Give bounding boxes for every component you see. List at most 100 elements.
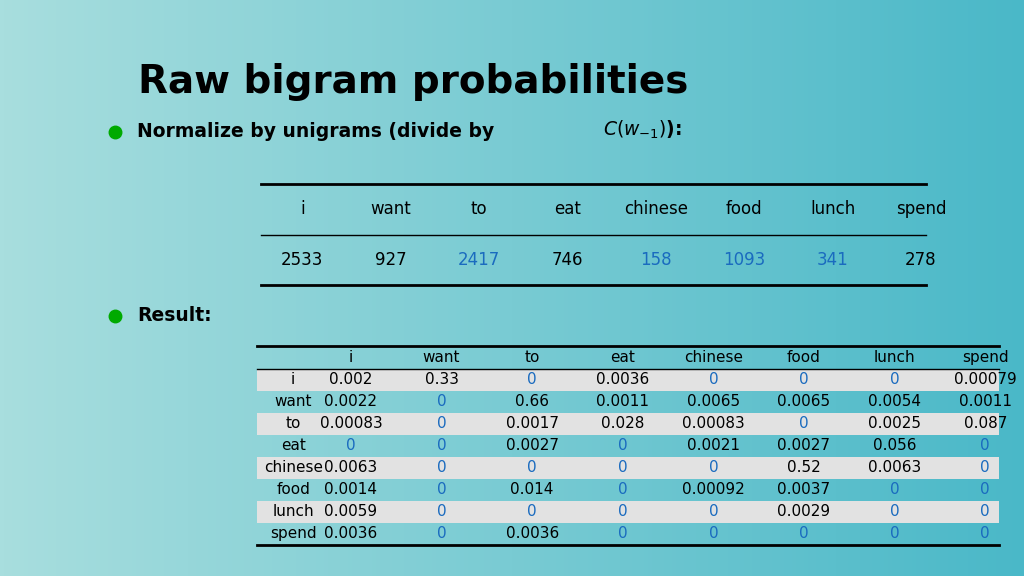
Text: 0.028: 0.028 — [601, 416, 644, 431]
Text: 0: 0 — [437, 394, 446, 409]
Text: 0.0021: 0.0021 — [687, 438, 740, 453]
Text: 0.0017: 0.0017 — [506, 416, 559, 431]
Text: food: food — [787, 350, 821, 365]
Text: lunch: lunch — [272, 504, 314, 520]
Text: 0.0022: 0.0022 — [325, 394, 378, 409]
Text: 0: 0 — [709, 372, 718, 387]
Text: 0: 0 — [799, 526, 809, 541]
Text: 0: 0 — [437, 438, 446, 453]
Text: 0: 0 — [890, 526, 899, 541]
Text: to: to — [524, 350, 540, 365]
Text: 0: 0 — [527, 460, 537, 475]
Text: lunch: lunch — [810, 200, 855, 218]
Text: 0: 0 — [437, 460, 446, 475]
Text: spend: spend — [962, 350, 1009, 365]
Text: 0: 0 — [890, 482, 899, 497]
Text: 0: 0 — [980, 482, 990, 497]
Text: 0.0036: 0.0036 — [325, 526, 378, 541]
Text: 1093: 1093 — [723, 251, 765, 269]
Text: 0: 0 — [617, 482, 628, 497]
Text: Raw bigram probabilities: Raw bigram probabilities — [138, 63, 688, 101]
Text: chinese: chinese — [684, 350, 742, 365]
Text: 0.0063: 0.0063 — [868, 460, 922, 475]
Text: spend: spend — [896, 200, 946, 218]
Text: 0: 0 — [980, 460, 990, 475]
Text: 0.00083: 0.00083 — [319, 416, 382, 431]
Text: 0.00079: 0.00079 — [953, 372, 1017, 387]
Text: 2533: 2533 — [282, 251, 324, 269]
Text: 0.0054: 0.0054 — [868, 394, 922, 409]
Text: 0: 0 — [799, 416, 809, 431]
Text: 0.056: 0.056 — [872, 438, 916, 453]
Text: 0.0011: 0.0011 — [596, 394, 649, 409]
Text: 0.33: 0.33 — [425, 372, 459, 387]
Text: 0: 0 — [890, 504, 899, 520]
Text: 0.087: 0.087 — [964, 416, 1007, 431]
Text: 0.0014: 0.0014 — [325, 482, 378, 497]
Text: 0.014: 0.014 — [511, 482, 554, 497]
Text: lunch: lunch — [873, 350, 915, 365]
Text: eat: eat — [554, 200, 581, 218]
Text: 0.00083: 0.00083 — [682, 416, 744, 431]
Text: i: i — [300, 200, 305, 218]
Text: 0.0027: 0.0027 — [506, 438, 559, 453]
Text: food: food — [276, 482, 310, 497]
Text: 0: 0 — [527, 504, 537, 520]
Text: 341: 341 — [817, 251, 849, 269]
Text: 0: 0 — [709, 504, 718, 520]
Text: 2417: 2417 — [458, 251, 501, 269]
Text: 0.0027: 0.0027 — [777, 438, 830, 453]
Text: 0: 0 — [437, 526, 446, 541]
Bar — [257, 369, 999, 391]
Text: eat: eat — [610, 350, 635, 365]
Text: 0.0036: 0.0036 — [596, 372, 649, 387]
Text: 0.0037: 0.0037 — [777, 482, 830, 497]
Text: 0.0065: 0.0065 — [777, 394, 830, 409]
Text: 0: 0 — [709, 526, 718, 541]
Text: i: i — [291, 372, 295, 387]
Bar — [257, 457, 999, 479]
Text: 0: 0 — [617, 438, 628, 453]
Text: want: want — [423, 350, 461, 365]
Text: chinese: chinese — [264, 460, 323, 475]
Text: i: i — [349, 350, 353, 365]
Text: 0: 0 — [527, 372, 537, 387]
Text: 0: 0 — [437, 416, 446, 431]
Text: 0: 0 — [980, 526, 990, 541]
Text: 0: 0 — [617, 460, 628, 475]
Text: 0.002: 0.002 — [330, 372, 373, 387]
Text: 0.52: 0.52 — [787, 460, 821, 475]
Text: 0.0025: 0.0025 — [868, 416, 922, 431]
Text: food: food — [726, 200, 763, 218]
Text: want: want — [274, 394, 312, 409]
Text: 0: 0 — [799, 372, 809, 387]
Bar — [257, 501, 999, 523]
Text: 0: 0 — [617, 526, 628, 541]
Text: 0: 0 — [617, 504, 628, 520]
Text: 746: 746 — [552, 251, 584, 269]
Text: 158: 158 — [640, 251, 672, 269]
Text: Result:: Result: — [137, 306, 212, 325]
Text: 0.0029: 0.0029 — [777, 504, 830, 520]
Text: 0.0059: 0.0059 — [325, 504, 378, 520]
Text: to: to — [471, 200, 487, 218]
Text: 0: 0 — [709, 460, 718, 475]
Text: Normalize by unigrams (divide by: Normalize by unigrams (divide by — [137, 122, 501, 141]
Text: 0.00092: 0.00092 — [682, 482, 744, 497]
Text: 0: 0 — [437, 482, 446, 497]
Text: 0: 0 — [980, 438, 990, 453]
Text: 927: 927 — [375, 251, 407, 269]
Text: 0: 0 — [437, 504, 446, 520]
Bar — [257, 412, 999, 435]
Text: spend: spend — [270, 526, 316, 541]
Text: $\mathit{C}(w_{-1})$):: $\mathit{C}(w_{-1})$): — [603, 119, 682, 141]
Text: 0: 0 — [890, 372, 899, 387]
Text: 0.66: 0.66 — [515, 394, 549, 409]
Text: eat: eat — [281, 438, 306, 453]
Text: 0.0063: 0.0063 — [325, 460, 378, 475]
Text: chinese: chinese — [624, 200, 688, 218]
Text: 0: 0 — [346, 438, 355, 453]
Text: 0.0036: 0.0036 — [506, 526, 559, 541]
Text: want: want — [371, 200, 412, 218]
Text: 0.0065: 0.0065 — [687, 394, 740, 409]
